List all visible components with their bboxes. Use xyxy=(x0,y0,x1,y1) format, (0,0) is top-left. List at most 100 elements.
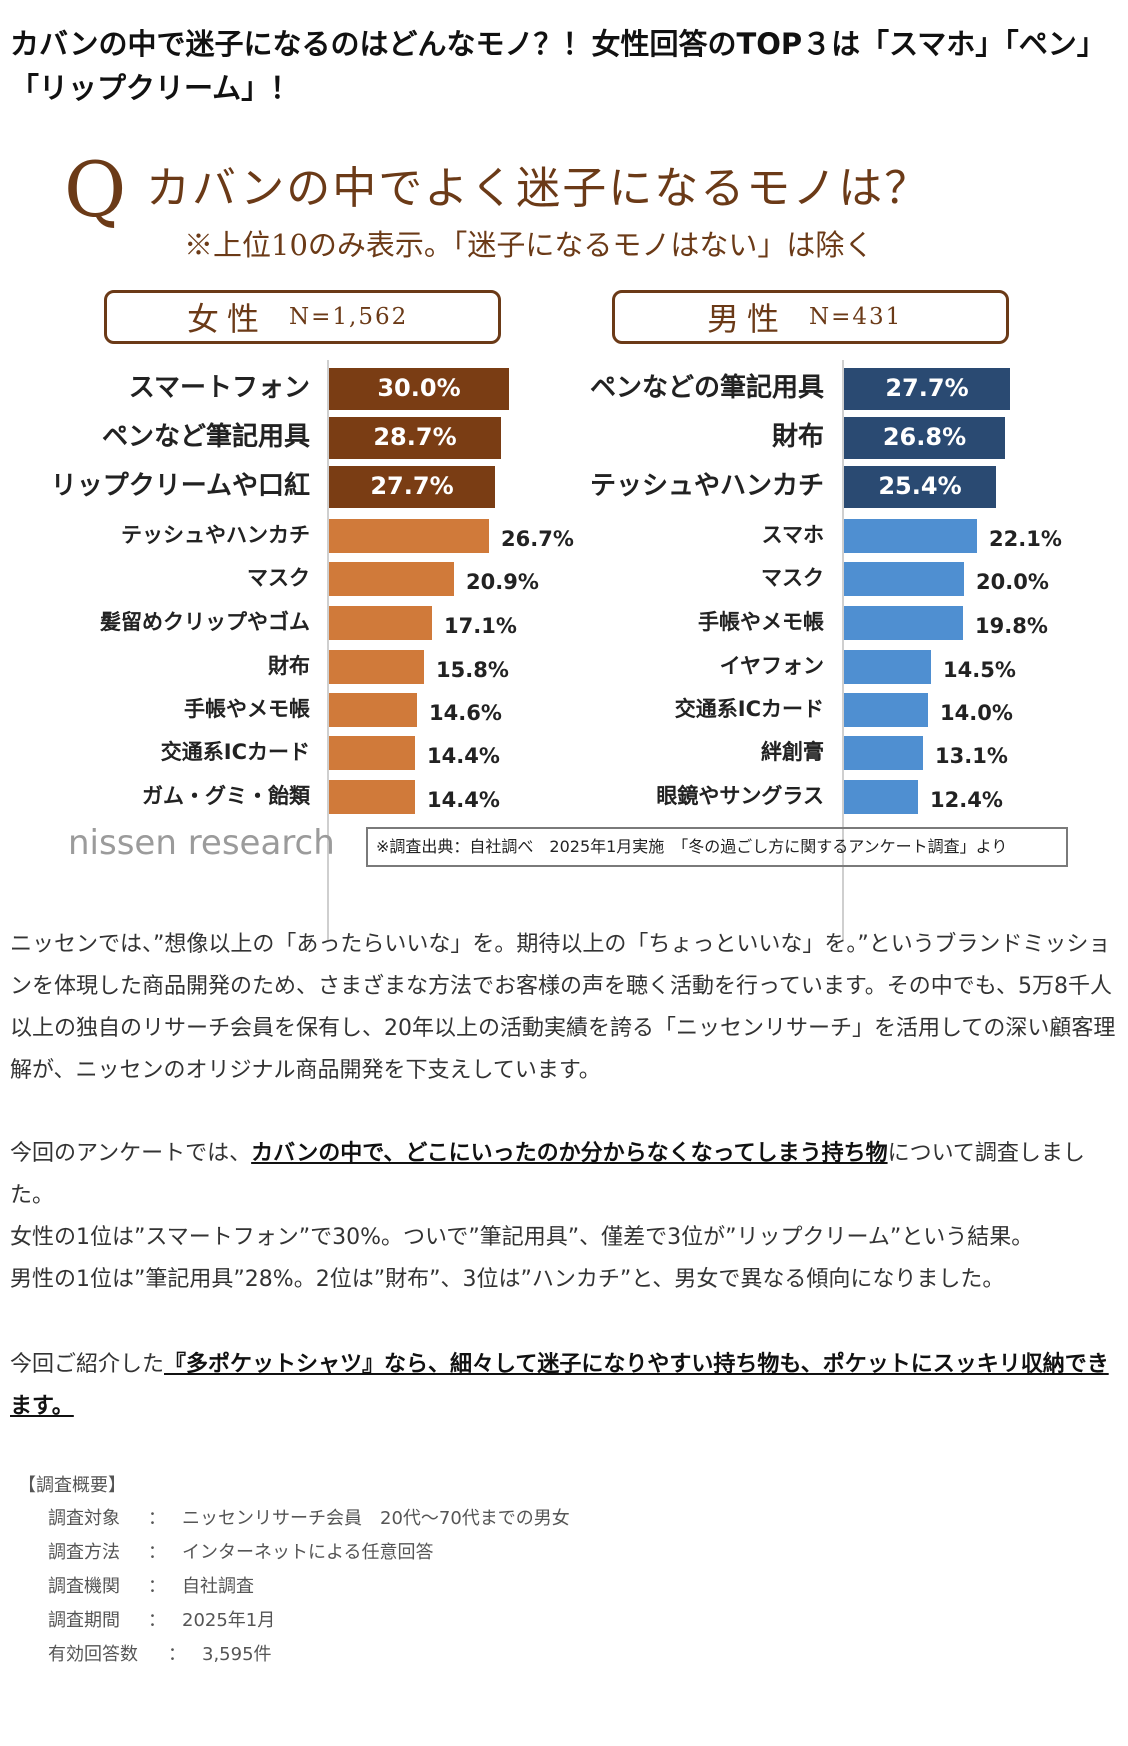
female-bar xyxy=(329,519,489,553)
male-bar xyxy=(844,562,964,596)
male-category-label: 交通系ICカード xyxy=(674,697,824,721)
survey-value: 3,595件 xyxy=(202,1644,272,1665)
male-value-label: 20.0% xyxy=(976,570,1049,594)
male-category-label: スマホ xyxy=(761,523,824,547)
result-text-post: について調査しました。 xyxy=(10,1141,1085,1208)
survey-row: 調査方法 ： インターネットによる任意回答 xyxy=(48,1536,570,1570)
female-category-label: マスク xyxy=(247,566,310,590)
survey-key: 有効回答数 xyxy=(48,1644,138,1665)
female-value-label: 17.1% xyxy=(444,614,517,638)
female-bar xyxy=(329,466,495,508)
infographic-subtitle: ※上位10のみ表示。「迷子になるモノはない」は除く xyxy=(184,228,874,262)
male-value-label: 14.5% xyxy=(943,658,1016,682)
female-bar-row: スマートフォン 30.0% xyxy=(0,368,1128,410)
male-category-label: マスク xyxy=(761,566,824,590)
survey-key: 調査方法 xyxy=(48,1542,120,1563)
male-category-label: 財布 xyxy=(771,422,824,452)
male-bar xyxy=(844,606,963,640)
female-bar xyxy=(329,417,501,459)
female-bar-row: ペンなど筆記用具 28.7% xyxy=(0,417,1128,459)
product-paragraph: 今回ご紹介した『多ポケットシャツ』なら、細々して迷子になりやすい持ち物も、ポケッ… xyxy=(10,1344,1120,1428)
male-category-label: 眼鏡やサングラス xyxy=(656,784,824,808)
female-bar xyxy=(329,562,454,596)
male-bar-row: マスク 20.0% xyxy=(0,558,1128,598)
female-bar-row: テッシュやハンカチ 26.7% xyxy=(0,515,1128,555)
survey-key: 調査期間 xyxy=(48,1610,120,1631)
survey-summary: 【調査概要】 調査対象 ： ニッセンリサーチ会員 20代〜70代までの男女 調査… xyxy=(18,1470,570,1672)
survey-colon: ： xyxy=(148,1542,166,1563)
female-value-label: 15.8% xyxy=(436,658,509,682)
male-bar xyxy=(844,519,977,553)
female-value-label: 26.7% xyxy=(501,527,574,551)
nissen-research-logo: nissen research xyxy=(68,823,335,863)
female-axis-line xyxy=(327,360,329,940)
male-value-label: 25.4% xyxy=(878,472,962,500)
product-text-pre: 今回ご紹介した xyxy=(10,1352,165,1377)
intro-paragraph: ニッセンでは、”想像以上の「あったらいいな」を。期待以上の「ちょっといいな」を。… xyxy=(10,932,1116,1083)
male-axis-line xyxy=(842,360,844,940)
female-value-label: 14.4% xyxy=(427,788,500,812)
male-value-label: 12.4% xyxy=(930,788,1003,812)
female-value-label: 20.9% xyxy=(466,570,539,594)
survey-colon: ： xyxy=(148,1610,166,1631)
female-category-label: 髪留めクリップやゴム xyxy=(100,610,310,634)
female-bar-row: 交通系ICカード 14.4% xyxy=(0,732,1128,772)
male-bar-row: テッシュやハンカチ 25.4% xyxy=(0,466,1128,508)
infographic-title: カバンの中でよく迷子になるモノは？ xyxy=(146,163,931,214)
male-category-label: 絆創膏 xyxy=(761,740,824,764)
female-group-header: 女性 N=1,562 xyxy=(104,290,501,344)
male-bar xyxy=(844,650,931,684)
female-category-label: ガム・グミ・飴類 xyxy=(142,784,310,808)
survey-colon: ： xyxy=(148,1508,166,1529)
female-bar-row: ガム・グミ・飴類 14.4% xyxy=(0,776,1128,816)
female-bar xyxy=(329,736,415,770)
female-value-label: 30.0% xyxy=(377,374,461,402)
female-value-label: 14.4% xyxy=(427,744,500,768)
male-value-label: 27.7% xyxy=(885,374,969,402)
survey-value: インターネットによる任意回答 xyxy=(182,1542,434,1563)
female-value-label: 27.7% xyxy=(370,472,454,500)
survey-value: ニッセンリサーチ会員 20代〜70代までの男女 xyxy=(182,1508,570,1529)
survey-row: 調査期間 ： 2025年1月 xyxy=(48,1604,570,1638)
male-bar-row: 手帳やメモ帳 19.8% xyxy=(0,602,1128,642)
female-category-label: 財布 xyxy=(268,654,310,678)
female-category-label: リップクリームや口紅 xyxy=(50,471,310,501)
result-emphasis-link[interactable]: カバンの中で、どこにいったのか分からなくなってしまう持ち物 xyxy=(251,1141,888,1166)
product-emphasis-link[interactable]: 『多ポケットシャツ』なら、細々して迷子になりやすい持ち物も、ポケットにスッキリ収… xyxy=(10,1352,1109,1419)
headline: カバンの中で迷子になるのはどんなモノ？！女性回答のTOP３は「スマホ」「ペン」「… xyxy=(10,27,1106,105)
result-paragraph: 今回のアンケートでは、カバンの中で、どこにいったのか分からなくなってしまう持ち物… xyxy=(10,1133,1120,1301)
female-value-label: 28.7% xyxy=(373,423,457,451)
male-category-label: ペンなどの筆記用具 xyxy=(589,373,824,403)
result-text-pre: 今回のアンケートでは、 xyxy=(10,1141,252,1166)
male-bar-row: イヤフォン 14.5% xyxy=(0,646,1128,686)
male-bar-row: 眼鏡やサングラス 12.4% xyxy=(0,776,1128,816)
male-bar xyxy=(844,368,1010,410)
survey-key: 調査機関 xyxy=(48,1576,120,1597)
female-bar xyxy=(329,368,509,410)
male-bar-row: 交通系ICカード 14.0% xyxy=(0,689,1128,729)
female-sample-size: N=1,562 xyxy=(289,304,409,330)
male-bar xyxy=(844,780,918,814)
result-male-line: 男性の1位は”筆記用具”28%。2位は”財布”、3位は”ハンカチ”と、男女で異な… xyxy=(10,1267,1005,1292)
female-group-label: 女性 xyxy=(187,300,268,338)
female-bar xyxy=(329,693,417,727)
survey-value: 自社調査 xyxy=(182,1576,254,1597)
survey-colon: ： xyxy=(168,1644,186,1665)
male-value-label: 19.8% xyxy=(975,614,1048,638)
survey-key: 調査対象 xyxy=(48,1508,120,1529)
male-sample-size: N=431 xyxy=(809,304,903,330)
female-bar-row: 髪留めクリップやゴム 17.1% xyxy=(0,602,1128,642)
male-bar xyxy=(844,417,1005,459)
result-female-line: 女性の1位は”スマートフォン”で30%。ついで”筆記用具”、僅差で3位が”リップ… xyxy=(10,1225,1034,1250)
survey-row: 調査機関 ： 自社調査 xyxy=(48,1570,570,1604)
female-value-label: 14.6% xyxy=(429,701,502,725)
male-bar xyxy=(844,736,923,770)
survey-row: 有効回答数 ： 3,595件 xyxy=(48,1638,570,1672)
male-group-label: 男性 xyxy=(707,300,788,338)
male-category-label: イヤフォン xyxy=(719,654,824,678)
female-bar-row: 財布 15.8% xyxy=(0,646,1128,686)
female-category-label: ペンなど筆記用具 xyxy=(101,422,310,452)
male-bar xyxy=(844,466,996,508)
female-category-label: 手帳やメモ帳 xyxy=(184,697,310,721)
female-bar-row: リップクリームや口紅 27.7% xyxy=(0,466,1128,508)
